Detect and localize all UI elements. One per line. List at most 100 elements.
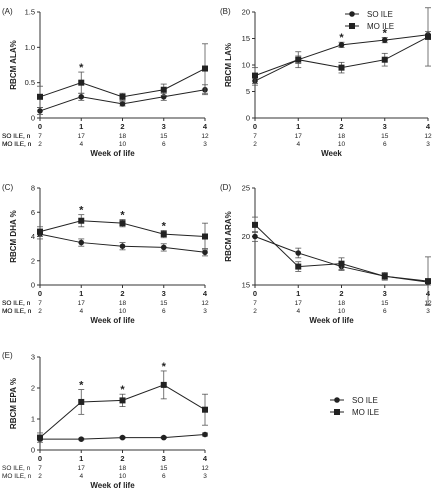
data-point-square [37, 228, 43, 235]
x-tick-label: 3 [383, 122, 387, 131]
y-tick-label: 3 [31, 353, 35, 362]
significance-star: * [162, 361, 167, 373]
n-value-mo: 2 [38, 141, 42, 148]
data-point-square [160, 86, 167, 93]
panel-label: (E) [2, 351, 13, 360]
n-value-mo: 4 [79, 473, 83, 480]
n-value-so: 12 [201, 300, 209, 307]
data-point-square [202, 233, 208, 240]
x-tick-label: 2 [120, 122, 124, 131]
y-tick-label: 20 [242, 8, 250, 17]
data-point-square [381, 273, 388, 280]
x-tick-label: 2 [120, 289, 124, 298]
x-tick-label: 0 [38, 289, 42, 298]
data-point-circle [160, 244, 167, 251]
series-line-square [39, 68, 206, 98]
n-row-label-so: SO ILE, n [2, 300, 31, 307]
data-point-square [252, 72, 258, 79]
x-tick-label: 4 [203, 289, 208, 298]
panel-label: (A) [2, 7, 13, 16]
legend-marker-circle [349, 11, 355, 17]
n-row-label-so: SO ILE, n [2, 300, 31, 307]
series-line-square [254, 224, 429, 282]
x-tick-label: 0 [253, 289, 257, 298]
n-value-mo: 6 [162, 473, 166, 480]
n-value-so: 18 [338, 300, 346, 307]
n-value-mo: 2 [38, 308, 42, 315]
y-tick-label: 8 [31, 184, 35, 193]
y-tick-label: 20 [242, 232, 250, 241]
n-value-so: 18 [119, 300, 127, 307]
n-value-mo: 2 [253, 308, 257, 315]
data-point-circle [78, 94, 85, 100]
y-axis-label: RBCM ALA% [9, 40, 18, 89]
n-value-mo: 10 [119, 141, 127, 148]
legend-e-label-so: SO ILE [352, 396, 378, 405]
x-tick-label: 1 [79, 122, 83, 131]
panel-label: (B) [220, 7, 231, 16]
n-value-mo: 6 [383, 308, 387, 315]
data-point-circle [37, 108, 43, 114]
legend-e-label-mo: MO ILE [352, 408, 379, 417]
data-point-square [202, 406, 208, 413]
n-row-label-mo: MO ILE, n [2, 473, 32, 480]
data-point-square [37, 93, 43, 100]
legend-label-mo: MO ILE [367, 22, 394, 31]
data-point-square [78, 398, 85, 405]
x-tick-label: 3 [162, 454, 166, 463]
x-tick-label: 2 [339, 289, 343, 298]
n-value-mo: 3 [203, 473, 207, 480]
y-tick-label: 2 [31, 384, 35, 393]
y-tick-label: 0 [31, 281, 35, 290]
n-value-so: 7 [38, 133, 42, 140]
data-point-circle [338, 42, 345, 48]
n-value-mo: 2 [38, 473, 42, 480]
data-point-square [160, 381, 167, 388]
data-point-square [78, 79, 85, 86]
x-tick-label: 1 [296, 289, 300, 298]
significance-star: * [120, 210, 125, 222]
n-value-mo: 6 [162, 141, 166, 148]
n-value-so: 7 [38, 300, 42, 307]
n-value-so: 12 [201, 465, 209, 472]
y-tick-label: 0.5 [25, 78, 35, 87]
data-point-square [119, 93, 126, 100]
n-value-mo: 10 [338, 308, 346, 315]
n-value-mo: 3 [426, 308, 430, 315]
y-tick-label: 5 [246, 87, 250, 96]
n-row-label-so: SO ILE, n [2, 133, 31, 140]
x-tick-label: 4 [203, 122, 208, 131]
n-value-so: 7 [38, 465, 42, 472]
x-tick-label: 3 [162, 289, 166, 298]
y-tick-label: 15 [242, 34, 250, 43]
n-value-so: 7 [253, 133, 257, 140]
y-tick-label: 25 [242, 184, 250, 193]
x-tick-label: 1 [79, 454, 83, 463]
n-value-so: 17 [295, 300, 303, 307]
n-value-so: 15 [381, 300, 389, 307]
significance-star: * [79, 62, 84, 74]
n-value-so: 18 [338, 133, 346, 140]
data-point-square [338, 260, 345, 267]
data-point-square [295, 263, 302, 270]
data-point-square [425, 33, 431, 40]
n-row-label-mo: MO ILE, n [2, 308, 32, 315]
x-tick-label: 1 [79, 289, 83, 298]
n-value-so: 15 [160, 133, 168, 140]
n-value-mo: 10 [338, 141, 346, 148]
data-point-square [37, 434, 43, 441]
significance-star: * [79, 380, 84, 392]
legend-e-marker-square [334, 409, 340, 415]
x-tick-label: 2 [339, 122, 343, 131]
n-row-label-mo: MO ILE, n [2, 141, 32, 148]
n-value-so: 17 [78, 300, 86, 307]
x-tick-label: 3 [383, 289, 387, 298]
n-value-so: 7 [253, 300, 257, 307]
x-tick-label: 4 [203, 454, 208, 463]
data-point-square [202, 65, 208, 72]
y-tick-label: 0 [31, 446, 35, 455]
data-point-circle [119, 434, 126, 441]
y-tick-label: 10 [242, 61, 250, 70]
n-value-so: 12 [424, 133, 432, 140]
x-tick-label: 2 [120, 454, 124, 463]
